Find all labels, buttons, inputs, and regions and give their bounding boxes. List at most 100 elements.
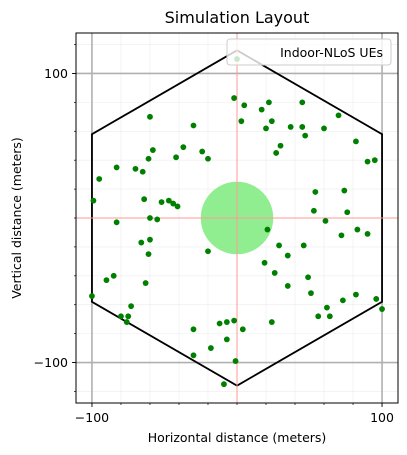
ue-point bbox=[284, 252, 291, 259]
legend-label: Indoor-NLoS UEs bbox=[280, 45, 383, 60]
ue-point bbox=[223, 336, 230, 343]
ue-point bbox=[326, 313, 333, 320]
ue-point bbox=[258, 106, 265, 113]
ue-point bbox=[268, 118, 275, 125]
ue-point bbox=[373, 296, 380, 302]
ue-point bbox=[125, 313, 132, 320]
ue-point bbox=[132, 165, 139, 172]
ue-point bbox=[147, 215, 153, 221]
x-tick-label: −100 bbox=[75, 410, 109, 425]
ue-point bbox=[190, 122, 197, 129]
ue-point bbox=[205, 248, 211, 255]
ue-point bbox=[287, 124, 294, 130]
ue-point bbox=[379, 306, 385, 312]
ue-point bbox=[90, 197, 97, 204]
ue-point bbox=[261, 259, 268, 266]
ue-point bbox=[173, 154, 179, 161]
ue-point bbox=[147, 113, 153, 120]
ue-point bbox=[308, 290, 314, 297]
ue-point bbox=[341, 187, 348, 194]
ue-point bbox=[96, 176, 103, 182]
ue-point bbox=[310, 207, 317, 214]
ue-point bbox=[241, 102, 248, 109]
ue-point bbox=[145, 155, 152, 162]
ue-point bbox=[264, 226, 271, 233]
ue-point bbox=[141, 196, 148, 203]
ue-point bbox=[284, 283, 291, 289]
ue-point bbox=[321, 125, 327, 132]
chart-title: Simulation Layout bbox=[165, 8, 310, 27]
ue-point bbox=[232, 358, 239, 364]
ue-point bbox=[353, 291, 359, 298]
ue-point bbox=[299, 124, 306, 130]
ue-point bbox=[174, 203, 181, 210]
ue-point bbox=[364, 230, 371, 237]
y-tick-label: −100 bbox=[34, 355, 68, 370]
ue-point bbox=[145, 251, 152, 258]
ue-point bbox=[344, 209, 351, 216]
ue-point bbox=[322, 217, 329, 224]
ue-point bbox=[89, 293, 95, 299]
crosshair bbox=[76, 33, 398, 403]
ue-point bbox=[142, 280, 149, 286]
ue-point bbox=[207, 345, 214, 351]
ue-point bbox=[180, 144, 187, 151]
ue-point bbox=[273, 150, 280, 156]
ue-point bbox=[149, 147, 156, 153]
ue-point bbox=[238, 118, 245, 125]
ue-point bbox=[271, 270, 278, 276]
ue-point bbox=[113, 164, 120, 171]
ue-point bbox=[165, 197, 172, 204]
ue-point bbox=[190, 326, 197, 333]
x-axis-label: Horizontal distance (meters) bbox=[148, 430, 327, 445]
ue-point bbox=[277, 142, 284, 149]
ue-point bbox=[276, 242, 282, 249]
ticks: −100 100 100 −100 bbox=[34, 44, 394, 425]
ue-point bbox=[138, 239, 145, 246]
x-tick-label: 100 bbox=[370, 410, 394, 425]
ue-point bbox=[199, 148, 206, 155]
ue-point bbox=[266, 99, 272, 106]
ue-point bbox=[268, 319, 275, 325]
ue-point bbox=[190, 352, 197, 359]
ue-points bbox=[89, 56, 385, 388]
ue-point bbox=[300, 242, 307, 249]
ue-point bbox=[128, 303, 135, 310]
ue-point bbox=[139, 168, 146, 175]
ue-point bbox=[223, 319, 230, 325]
ue-point bbox=[221, 381, 227, 388]
ue-point bbox=[315, 313, 322, 320]
y-tick-label: 100 bbox=[44, 66, 68, 81]
ue-point bbox=[231, 95, 237, 101]
ue-point bbox=[147, 236, 153, 243]
ue-point bbox=[154, 216, 161, 223]
ue-point bbox=[263, 125, 269, 132]
ue-point bbox=[371, 157, 378, 164]
ue-point bbox=[103, 277, 110, 284]
ue-point bbox=[324, 304, 330, 311]
ue-point bbox=[354, 226, 361, 233]
ue-point bbox=[339, 297, 346, 304]
legend-box bbox=[226, 38, 392, 66]
ue-point bbox=[305, 274, 311, 281]
ue-point bbox=[364, 158, 371, 165]
legend[interactable]: Indoor-NLoS UEs bbox=[226, 38, 392, 66]
ue-point bbox=[205, 155, 211, 162]
ue-point bbox=[299, 99, 306, 106]
ue-point bbox=[216, 320, 223, 327]
ue-point bbox=[239, 326, 246, 333]
ue-point bbox=[231, 317, 237, 324]
ue-point bbox=[113, 219, 120, 226]
ue-point bbox=[110, 272, 117, 279]
ue-point bbox=[312, 189, 319, 195]
ue-point bbox=[302, 132, 309, 139]
y-axis-label: Vertical distance (meters) bbox=[9, 137, 24, 299]
ue-point bbox=[118, 313, 124, 320]
ue-point bbox=[123, 319, 130, 325]
ue-point bbox=[338, 232, 345, 239]
ue-point bbox=[335, 112, 342, 119]
ue-point bbox=[158, 199, 165, 206]
ue-point bbox=[353, 138, 359, 145]
ue-point bbox=[170, 200, 177, 207]
